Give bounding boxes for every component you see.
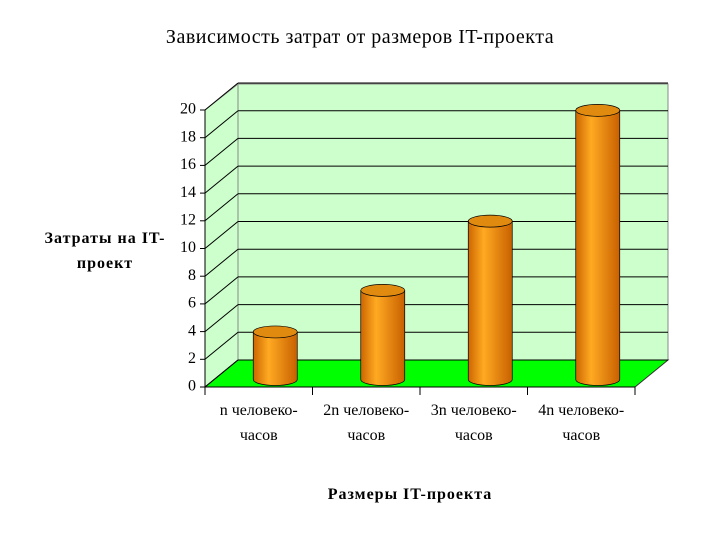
- y-tick-label: 2: [188, 350, 196, 367]
- bar-top: [252, 325, 298, 339]
- x-axis-label: Размеры IT-проекта: [327, 486, 493, 503]
- y-tick-label: 10: [180, 239, 196, 256]
- grid-line: [204, 331, 239, 360]
- grid-line: [204, 304, 239, 332]
- grid-line: [204, 221, 239, 249]
- y-tick-label: 16: [180, 156, 196, 173]
- grid-line: [204, 110, 239, 139]
- bar: [575, 110, 621, 386]
- x-tick-label: 2n человеко-часов: [323, 402, 410, 444]
- bar: [467, 220, 513, 386]
- y-tick-label: 18: [180, 128, 196, 145]
- grid-line: [204, 276, 239, 305]
- y-tick-label: 8: [188, 267, 196, 284]
- x-tick-label: n человеко-часов: [219, 402, 298, 444]
- bar-top: [360, 284, 406, 297]
- y-tick-label: 14: [180, 184, 196, 201]
- x-tick-label: 3n человеко-часов: [430, 402, 517, 444]
- bar: [252, 331, 298, 386]
- y-axis-label: Затраты на IT-проект: [44, 230, 166, 272]
- grid-line: [204, 193, 239, 222]
- grid-line: [204, 138, 239, 166]
- grid-line: [204, 359, 239, 388]
- chart-title: Зависимость затрат от размеров IT-проект…: [165, 26, 555, 48]
- bar: [360, 290, 406, 386]
- y-tick-label: 6: [188, 295, 196, 312]
- bar-top: [467, 214, 513, 228]
- grid-line: [204, 248, 239, 277]
- y-tick-label: 20: [180, 101, 196, 118]
- bar-top: [575, 103, 621, 117]
- y-tick-label: 0: [188, 378, 196, 395]
- grid-line: [204, 165, 239, 194]
- grid-line: [204, 82, 239, 111]
- x-tick-label: 4n человеко-часов: [538, 402, 625, 444]
- y-tick-label: 12: [180, 211, 196, 228]
- y-tick-label: 4: [188, 322, 196, 339]
